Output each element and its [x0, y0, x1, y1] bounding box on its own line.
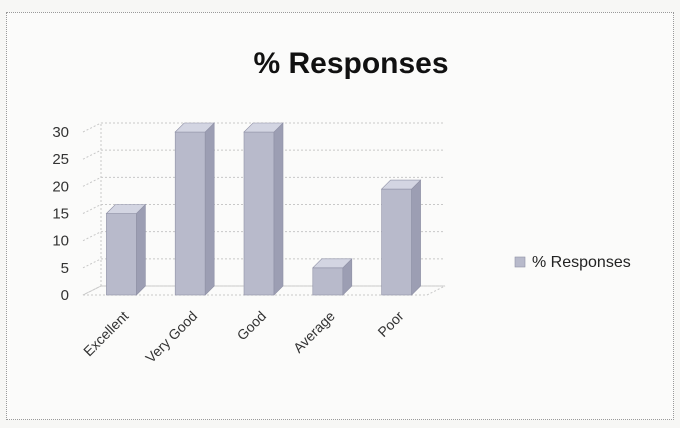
floor: [82, 285, 446, 296]
gridline-side: [82, 149, 102, 160]
y-tick-label: 30: [52, 124, 69, 141]
bar-top: [312, 258, 353, 269]
gridline-side: [82, 258, 102, 269]
legend-swatch: [514, 256, 526, 268]
bar: [106, 213, 137, 296]
legend: % Responses: [514, 254, 631, 271]
y-tick-label: 15: [52, 206, 69, 223]
chart-frame: % Responses 0 5 10 15 20 25 30 Excellent Very Go…: [6, 12, 674, 420]
chart-title: % Responses: [253, 47, 448, 80]
gridline-side: [82, 231, 102, 242]
bar-side: [136, 203, 146, 296]
plot-area: 0 5 10 15 20 25 30 Excellent Very Good Good Averag…: [52, 122, 446, 366]
bar-top: [174, 122, 215, 133]
bar: [174, 131, 206, 296]
gridline-side: [82, 122, 102, 133]
x-tick-label: Good: [234, 308, 270, 344]
x-tick-label: Excellent: [80, 308, 132, 360]
bar-side: [273, 122, 284, 296]
bar: [381, 188, 412, 296]
gridline-side: [82, 176, 102, 187]
x-tick-label: Poor: [374, 308, 406, 340]
y-tick-label: 20: [52, 178, 69, 195]
y-tick-label: 0: [61, 287, 69, 304]
bar-top: [243, 122, 284, 133]
gridline-side: [82, 285, 102, 296]
legend-label: % Responses: [532, 254, 631, 271]
bar: [243, 131, 275, 296]
bar-top: [105, 204, 147, 214]
bar-top: [380, 179, 422, 190]
y-tick-label: 5: [61, 260, 69, 277]
x-tick-label: Average: [290, 308, 338, 356]
x-tick-label: Very Good: [142, 308, 200, 366]
gridline-side: [82, 204, 102, 214]
bar-side: [204, 122, 215, 296]
chart-svg: % Responses 0 5 10 15 20 25 30 Excellent Very Go…: [52, 47, 631, 366]
bar: [312, 267, 344, 296]
y-tick-label: 25: [52, 151, 69, 168]
y-tick-label: 10: [52, 233, 69, 250]
bar-side: [411, 179, 421, 296]
